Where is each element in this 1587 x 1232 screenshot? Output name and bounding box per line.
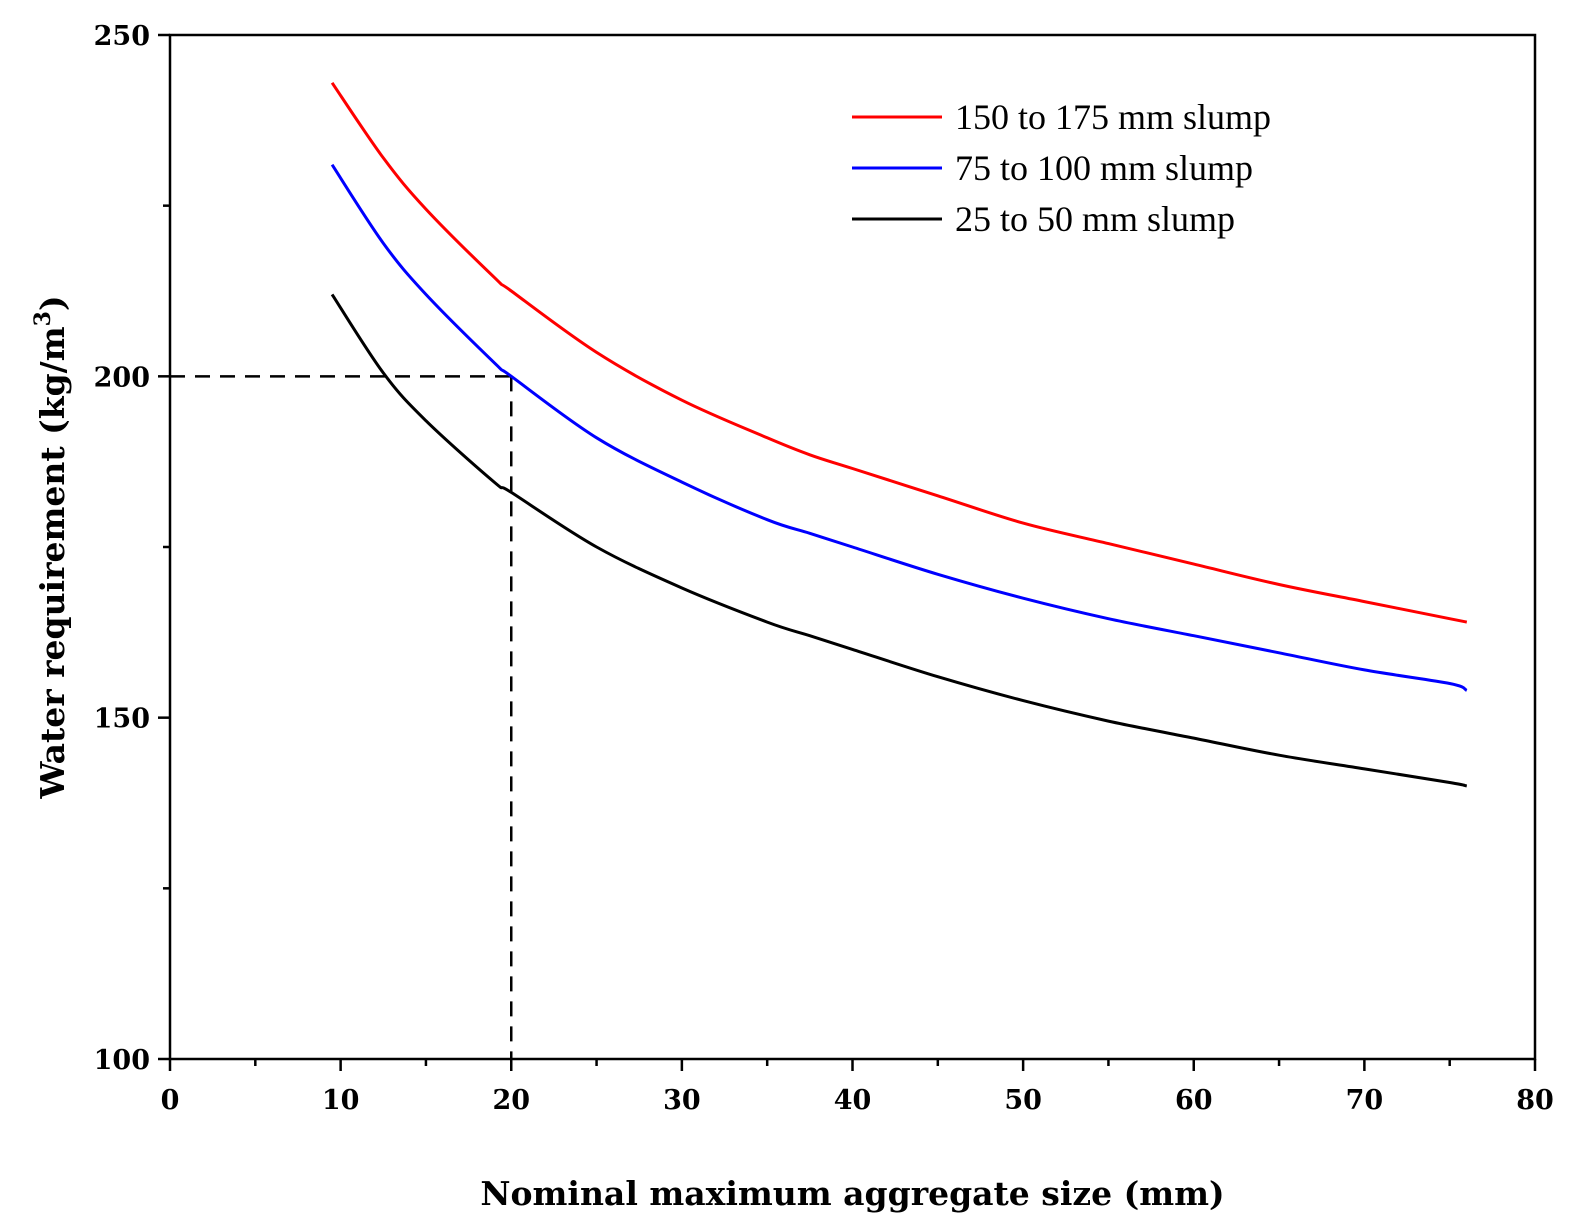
y-tick-label: 250 <box>94 21 150 52</box>
series-line-2 <box>330 293 1468 788</box>
x-tick-label: 40 <box>834 1085 872 1116</box>
y-tick-label: 200 <box>94 362 150 393</box>
x-tick-label: 20 <box>492 1085 530 1116</box>
guide-layer <box>170 375 513 1059</box>
x-tick-label: 0 <box>161 1085 180 1116</box>
y-tick-labels: 100 150 200 250 <box>94 21 150 1076</box>
legend-label-2: 25 to 50 mm slump <box>955 199 1235 239</box>
x-axis-title: Nominal maximum aggregate size (mm) <box>480 1174 1224 1213</box>
x-tick-label: 10 <box>322 1085 360 1116</box>
x-tick-label: 30 <box>663 1085 701 1116</box>
y-axis-title: Water requirement (kg/m3) <box>30 295 72 799</box>
y-axis-title-superscript: 3 <box>30 311 56 326</box>
x-tick-label: 60 <box>1175 1085 1213 1116</box>
tick-layer <box>158 33 1537 1071</box>
x-tick-labels: 0 10 20 30 40 50 60 70 80 <box>161 1085 1554 1116</box>
series-line-0 <box>330 81 1468 624</box>
y-tick-label: 150 <box>94 704 150 735</box>
series-layer <box>330 81 1468 788</box>
y-axis-title-close: ) <box>33 295 72 311</box>
x-tick-label: 80 <box>1516 1085 1554 1116</box>
y-tick-label: 100 <box>94 1045 150 1076</box>
x-tick-label: 70 <box>1346 1085 1384 1116</box>
y-axis-title-main: Water requirement (kg/m <box>33 326 72 799</box>
legend-label-0: 150 to 175 mm slump <box>955 97 1271 137</box>
series-line-1 <box>330 163 1468 692</box>
legend-label-1: 75 to 100 mm slump <box>955 148 1253 188</box>
x-tick-label: 50 <box>1004 1085 1042 1116</box>
legend: 150 to 175 mm slump 75 to 100 mm slump 25 … <box>852 97 1271 239</box>
